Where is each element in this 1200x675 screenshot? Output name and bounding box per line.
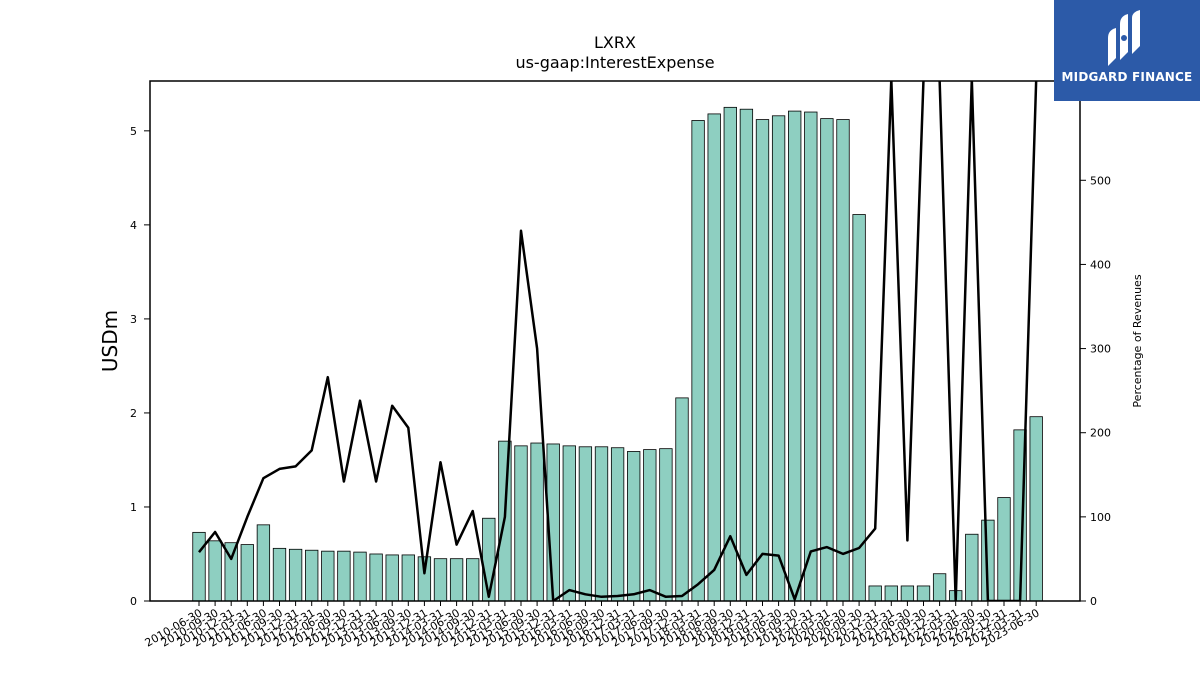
bar-2016-06-30 xyxy=(578,446,593,602)
bar-2021-03-31 xyxy=(884,585,898,602)
bar-2022-12-31 xyxy=(997,497,1011,602)
bar-2021-12-31 xyxy=(932,573,947,602)
bar-2011-03-31 xyxy=(240,544,254,602)
bar-2016-03-31 xyxy=(562,445,576,602)
y-axis: 0 1 2 3 4 5 xyxy=(130,125,150,608)
bar-2011-06-30 xyxy=(256,524,271,602)
bar-2015-06-30 xyxy=(514,445,528,602)
line-group xyxy=(198,81,1038,601)
bar-2022-06-30 xyxy=(965,533,979,602)
bar-2012-12-31 xyxy=(353,551,367,602)
bar-2023-06-30 xyxy=(1029,416,1043,602)
bar-2018-09-30 xyxy=(723,106,737,602)
revenue-pct-line xyxy=(198,81,1038,601)
bar-2020-03-31 xyxy=(820,118,834,602)
y-tick-label: 4 xyxy=(130,219,137,232)
bar-2010-09-30 xyxy=(208,540,222,602)
bar-2017-12-31 xyxy=(675,397,689,602)
bar-2021-09-30 xyxy=(916,585,931,602)
bar-2013-06-30 xyxy=(385,554,399,602)
logo-text: MIDGARD FINANCE xyxy=(1061,70,1193,84)
bar-2016-09-30 xyxy=(594,446,609,602)
bar-2014-09-30 xyxy=(466,558,480,602)
y2-tick-label: 500 xyxy=(1090,174,1111,187)
x-axis: 2010-06-302010-09-302010-12-312011-03-31… xyxy=(143,601,1042,650)
midgard-finance-logo: MIDGARD FINANCE xyxy=(1054,0,1200,101)
bar-2012-06-30 xyxy=(321,550,335,602)
bar-2020-06-30 xyxy=(836,119,850,602)
bar-2012-09-30 xyxy=(337,550,351,602)
bar-2018-06-30 xyxy=(707,113,721,602)
y2-tick-label: 200 xyxy=(1090,427,1111,440)
y-tick-label: 3 xyxy=(130,313,137,326)
plot-frame xyxy=(149,80,1081,602)
y2-tick-label: 100 xyxy=(1090,511,1111,524)
bar-2011-09-30 xyxy=(272,547,287,602)
bar-2013-09-30 xyxy=(401,554,415,602)
logo-mark-icon xyxy=(1108,10,1140,66)
bar-2018-12-31 xyxy=(739,108,754,602)
y2-tick-label: 300 xyxy=(1090,343,1111,356)
y2-tick-label: 0 xyxy=(1090,595,1097,608)
y2-tick-label: 400 xyxy=(1090,258,1111,271)
bar-2012-03-31 xyxy=(305,549,319,602)
bar-2019-12-31 xyxy=(804,111,818,602)
bar-2021-06-30 xyxy=(900,585,915,602)
bar-2017-09-30 xyxy=(659,448,673,602)
bar-2017-06-30 xyxy=(643,449,657,602)
bar-2016-12-31 xyxy=(610,447,625,602)
bar-2014-12-31 xyxy=(482,517,496,602)
bar-2019-09-30 xyxy=(788,110,802,602)
bar-2019-03-31 xyxy=(755,119,770,602)
bar-2011-12-31 xyxy=(288,548,303,602)
y2-axis: 0 100 200 300 400 500 xyxy=(1080,174,1111,608)
bar-2017-03-31 xyxy=(627,451,641,602)
bar-2015-09-30 xyxy=(530,442,544,602)
bar-2014-06-30 xyxy=(449,558,464,602)
chart-subtitle: us-gaap:InterestExpense xyxy=(515,53,714,72)
bar-2020-12-31 xyxy=(868,585,882,602)
chart-title: LXRX xyxy=(594,33,636,52)
bar-2010-06-30 xyxy=(192,531,206,602)
y2-axis-label: Percentage of Revenues xyxy=(1131,274,1144,407)
bar-2018-03-31 xyxy=(691,120,705,602)
bar-2013-03-31 xyxy=(369,553,383,602)
y-tick-label: 5 xyxy=(130,125,137,138)
bar-2019-06-30 xyxy=(771,115,786,602)
y-tick-label: 1 xyxy=(130,501,137,514)
y-tick-label: 2 xyxy=(130,407,137,420)
bar-2014-03-31 xyxy=(433,558,448,602)
y-tick-label: 0 xyxy=(130,595,137,608)
y-axis-label: USDm xyxy=(98,310,122,372)
